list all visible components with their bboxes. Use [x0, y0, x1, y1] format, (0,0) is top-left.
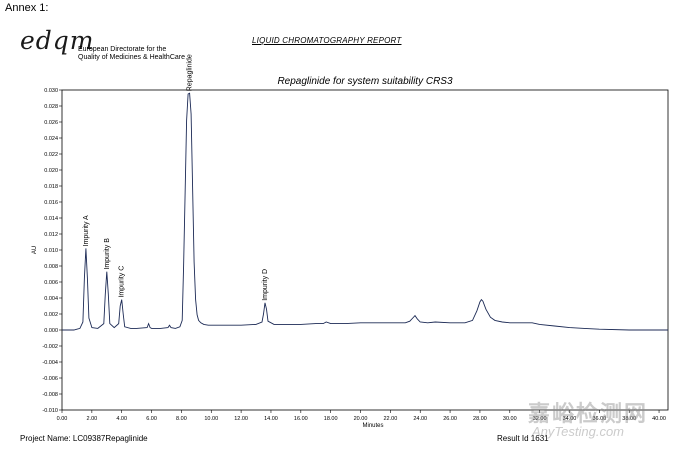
project-name: Project Name: LC09387Repaglinide [20, 434, 148, 443]
chart-title: Repaglinide for system suitability CRS3 [277, 76, 453, 87]
y-tick-label: -0.006 [42, 376, 58, 382]
y-tick-label: -0.008 [42, 392, 58, 398]
y-tick-label: 0.012 [44, 232, 58, 238]
edqm-logo: edqm European Directorate for the Qualit… [20, 26, 185, 66]
x-axis-label: Minutes [362, 423, 383, 429]
x-tick-label: 30.00 [503, 416, 517, 422]
peak-label: Impurity C [119, 266, 126, 298]
logo-subtitle-line2: Quality of Medicines & HealthCare [78, 54, 185, 61]
x-tick-label: 16.00 [294, 416, 308, 422]
peak-label: Repaglinide [187, 54, 194, 91]
x-tick-label: 40.00 [652, 416, 666, 422]
logo-subtitle-line1: European Directorate for the [78, 46, 167, 53]
y-axis-label: AU [32, 246, 38, 254]
x-tick-label: 24.00 [413, 416, 427, 422]
logo-wordmark: edqm [20, 26, 95, 55]
x-tick-label: 18.00 [324, 416, 338, 422]
y-tick-label: 0.016 [44, 200, 58, 206]
y-tick-label: 0.006 [44, 280, 58, 286]
y-tick-label: 0.022 [44, 152, 58, 158]
report-title: LIQUID CHROMATOGRAPHY REPORT [252, 36, 402, 45]
x-tick-label: 8.00 [176, 416, 187, 422]
peak-label: Impurity D [262, 269, 269, 301]
x-tick-label: 32.00 [533, 416, 547, 422]
y-tick-label: -0.002 [42, 344, 58, 350]
x-tick-label: 26.00 [443, 416, 457, 422]
y-tick-label: 0.026 [44, 120, 58, 126]
y-tick-label: 0.028 [44, 104, 58, 110]
x-tick-label: 10.00 [204, 416, 218, 422]
x-tick-label: 22.00 [383, 416, 397, 422]
x-tick-label: 20.00 [354, 416, 368, 422]
x-tick-label: 36.00 [592, 416, 606, 422]
y-tick-label: -0.004 [42, 360, 58, 366]
x-tick-label: 0.00 [57, 416, 68, 422]
y-tick-label: 0.002 [44, 312, 58, 318]
x-tick-label: 38.00 [622, 416, 636, 422]
y-tick-label: 0.008 [44, 264, 58, 270]
y-tick-label: 0.004 [44, 296, 58, 302]
x-tick-label: 28.00 [473, 416, 487, 422]
y-tick-label: 0.024 [44, 136, 58, 142]
y-tick-label: -0.010 [42, 408, 58, 414]
chromatogram-trace [62, 92, 668, 331]
y-tick-label: 0.018 [44, 184, 58, 190]
annex-label: Annex 1: [5, 2, 49, 14]
x-tick-label: 2.00 [86, 416, 97, 422]
peak-label: Impurity B [104, 238, 111, 270]
y-tick-label: 0.020 [44, 168, 58, 174]
watermark-cn: 嘉峪检测网 [528, 401, 649, 426]
x-tick-label: 12.00 [234, 416, 248, 422]
x-tick-label: 34.00 [563, 416, 577, 422]
y-tick-label: 0.000 [44, 328, 58, 334]
y-tick-label: 0.014 [44, 216, 58, 222]
watermark-en: AnyTesting.com [532, 424, 625, 439]
peak-label: Impurity A [83, 215, 90, 246]
y-tick-label: 0.010 [44, 248, 58, 254]
x-tick-label: 6.00 [146, 416, 157, 422]
result-id: Result Id 1631 [497, 434, 549, 443]
plot-frame [61, 89, 669, 411]
x-tick-label: 14.00 [264, 416, 278, 422]
x-tick-label: 4.00 [116, 416, 127, 422]
y-tick-label: 0.030 [44, 88, 58, 94]
